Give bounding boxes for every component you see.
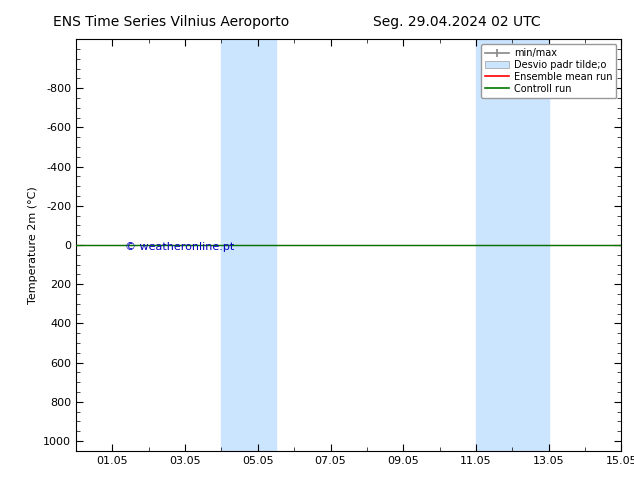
Bar xyxy=(221,39,276,451)
Bar xyxy=(476,39,548,451)
Text: ENS Time Series Vilnius Aeroporto: ENS Time Series Vilnius Aeroporto xyxy=(53,15,289,29)
Text: Seg. 29.04.2024 02 UTC: Seg. 29.04.2024 02 UTC xyxy=(373,15,540,29)
Text: © weatheronline.pt: © weatheronline.pt xyxy=(125,242,235,252)
Y-axis label: Temperature 2m (°C): Temperature 2m (°C) xyxy=(28,186,37,304)
Legend: min/max, Desvio padr tilde;o, Ensemble mean run, Controll run: min/max, Desvio padr tilde;o, Ensemble m… xyxy=(481,44,616,98)
